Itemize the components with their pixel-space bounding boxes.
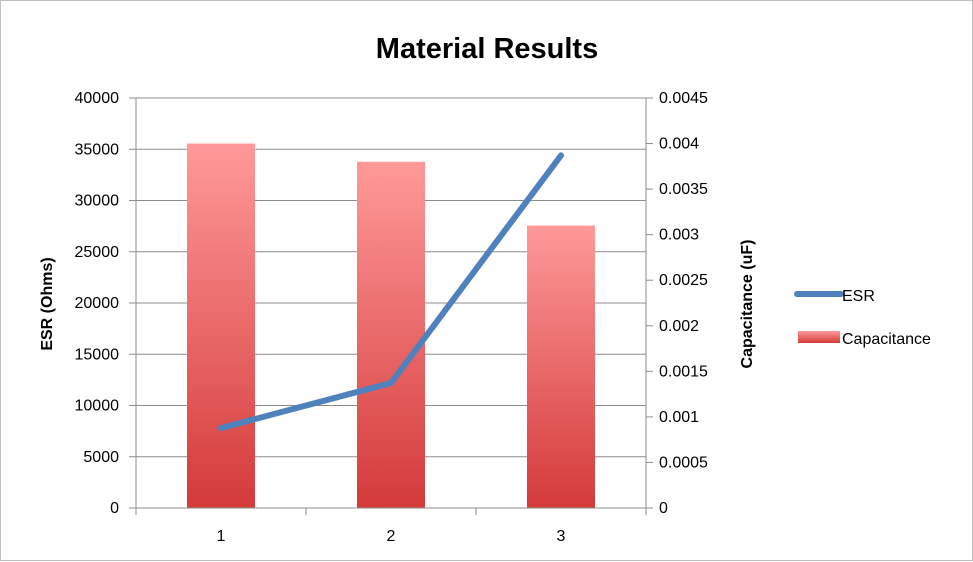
right-axis-title: Capacitance (uF) (739, 240, 756, 369)
legend-capacitance-label: Capacitance (842, 331, 931, 348)
right-tick-label: 0 (659, 500, 668, 517)
right-tick-label: 0.0045 (659, 90, 708, 107)
legend-capacitance-swatch (798, 331, 840, 343)
capacitance-bar (527, 226, 595, 508)
x-tick-label: 1 (217, 528, 226, 545)
capacitance-bar (187, 144, 255, 508)
chart-title: Material Results (376, 33, 598, 65)
left-tick-label: 35000 (75, 141, 120, 158)
left-tick-label: 10000 (75, 398, 120, 415)
capacitance-bar (357, 162, 425, 508)
x-tick-label: 2 (387, 528, 396, 545)
legend-esr-label: ESR (842, 288, 875, 305)
x-tick-label: 3 (557, 528, 566, 545)
right-tick-label: 0.001 (659, 409, 699, 426)
right-tick-label: 0.0025 (659, 272, 708, 289)
left-tick-label: 5000 (83, 449, 119, 466)
right-tick-label: 0.003 (659, 227, 699, 244)
right-tick-label: 0.002 (659, 318, 699, 335)
left-tick-label: 15000 (75, 346, 120, 363)
right-tick-label: 0.004 (659, 136, 699, 153)
left-tick-label: 40000 (75, 90, 120, 107)
right-tick-label: 0.0015 (659, 363, 708, 380)
left-tick-label: 0 (110, 500, 119, 517)
left-tick-label: 20000 (75, 295, 120, 312)
capacitance-bars (187, 144, 595, 508)
right-tick-label: 0.0035 (659, 181, 708, 198)
left-tick-label: 30000 (75, 193, 120, 210)
legend: ESR Capacitance (797, 288, 931, 348)
left-tick-label: 25000 (75, 244, 120, 261)
right-tick-label: 0.0005 (659, 454, 708, 471)
left-axis-title: ESR (Ohms) (39, 257, 56, 350)
